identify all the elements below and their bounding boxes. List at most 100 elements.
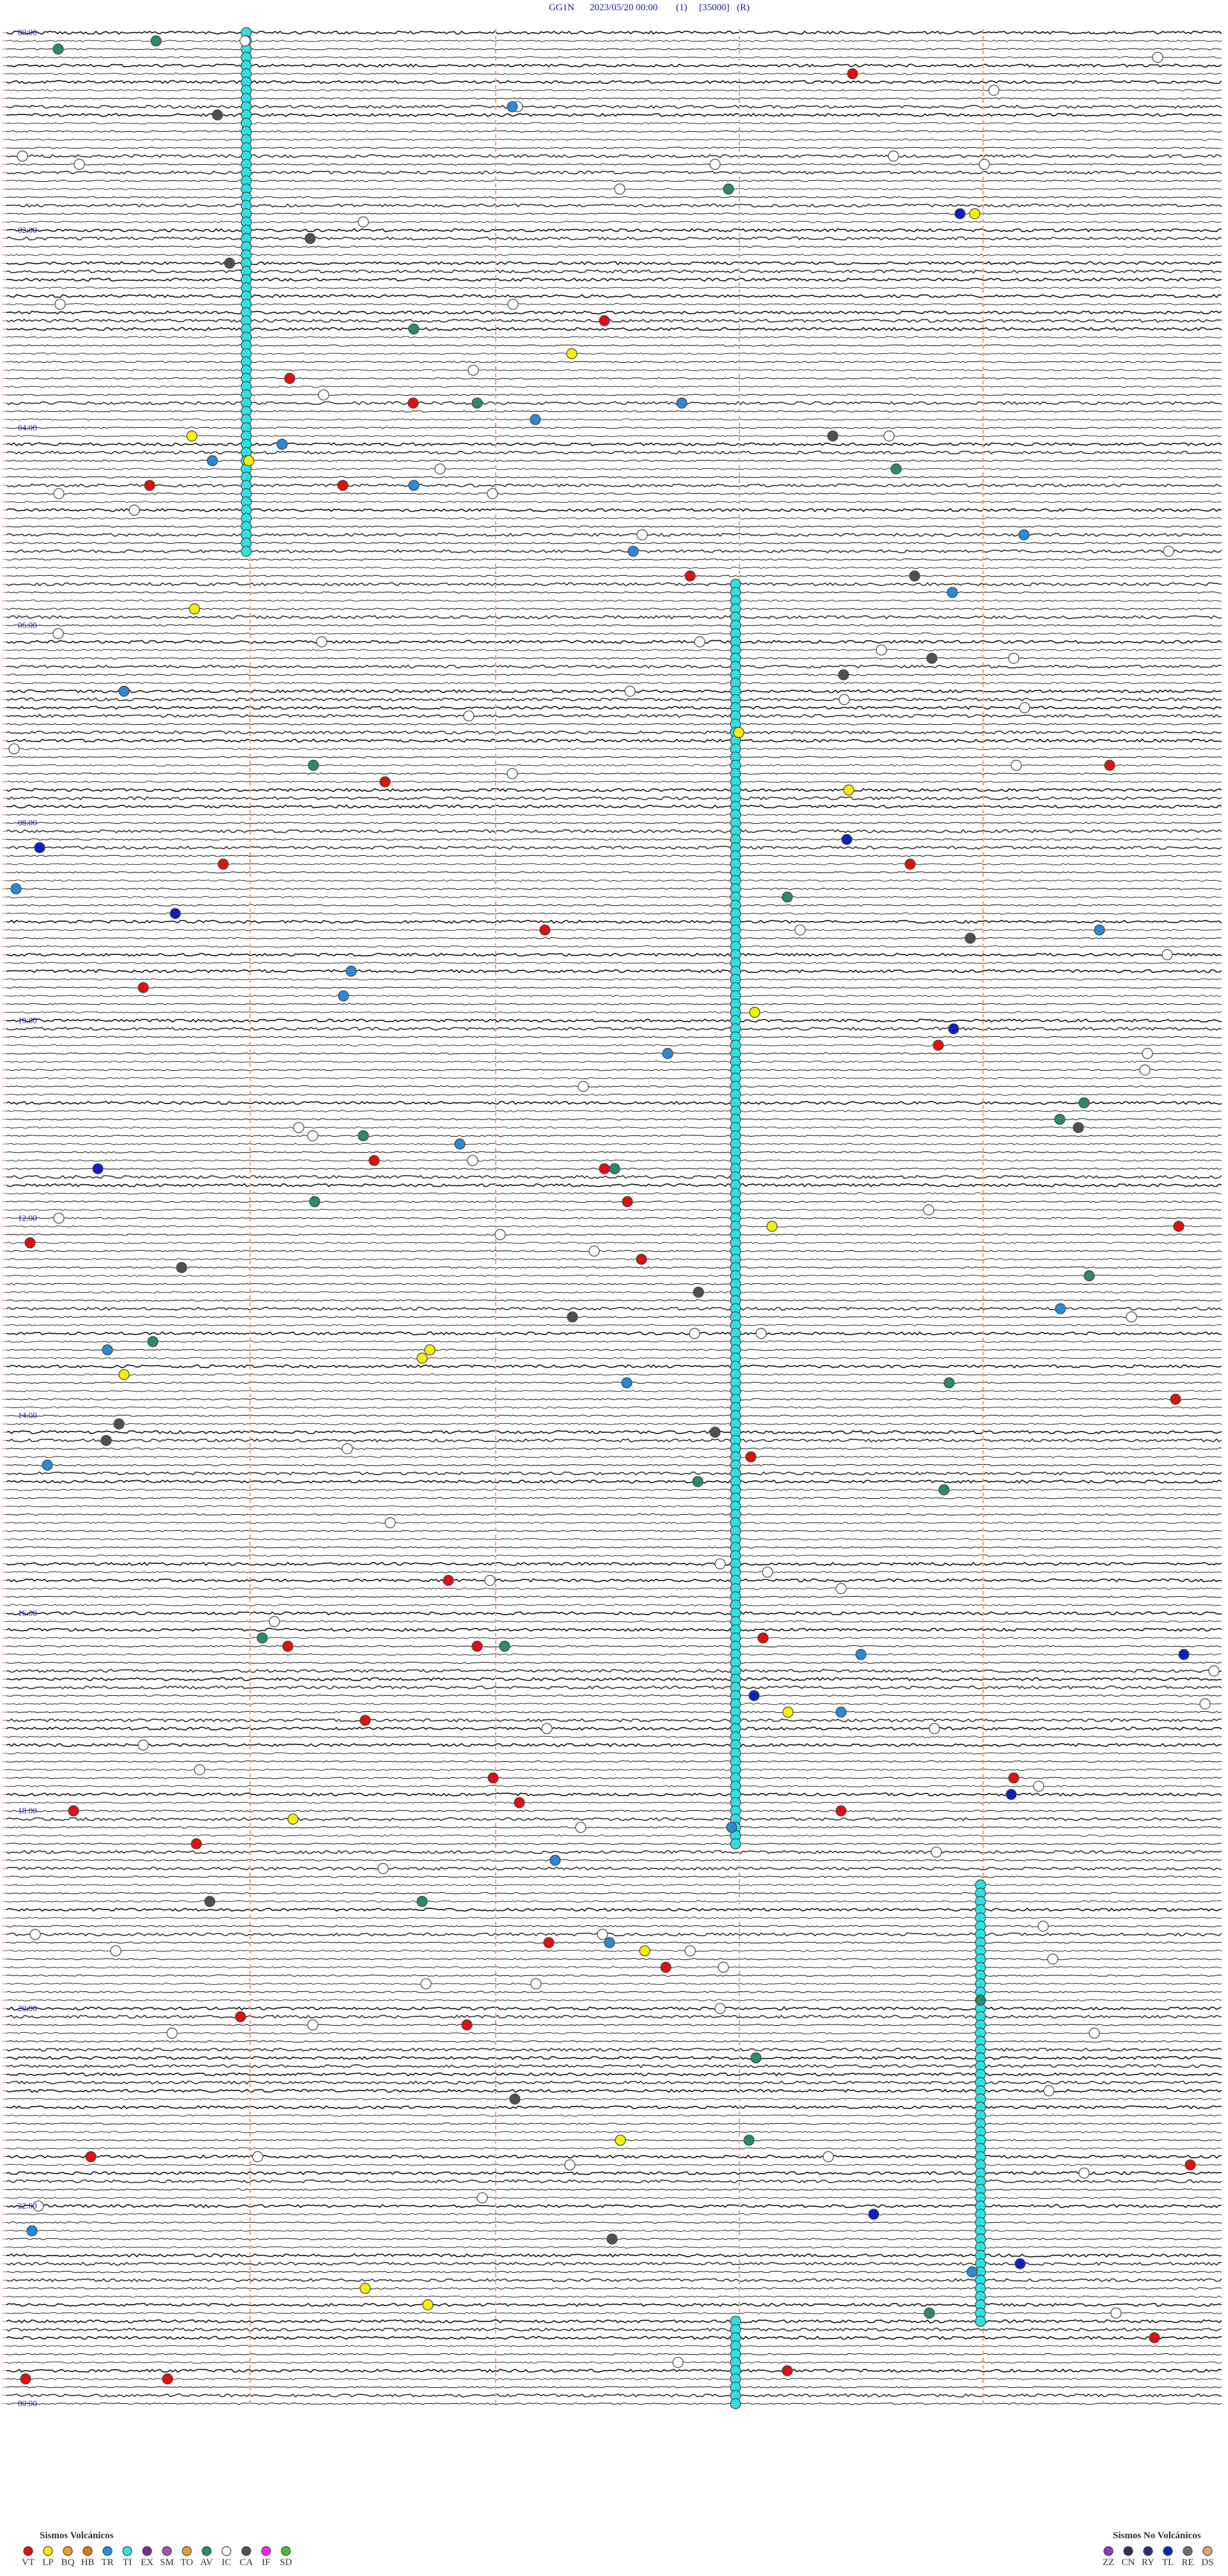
event-marker: [118, 685, 130, 697]
legend-swatch: [1163, 2546, 1173, 2556]
legend-code: TO: [180, 2557, 193, 2568]
trace: [6, 2368, 1222, 2373]
trace: [6, 1011, 1222, 1014]
legend-code: RY: [1142, 2557, 1154, 2568]
event-marker: [575, 1822, 586, 1833]
event-marker: [766, 1221, 778, 1232]
trace: [6, 1389, 1222, 1393]
event-marker: [100, 1435, 112, 1446]
trace: [6, 1742, 1222, 1748]
event-marker: [1185, 2159, 1196, 2170]
event-marker: [443, 1575, 454, 1586]
hour-label: 02:00: [18, 225, 37, 235]
event-marker: [416, 1895, 428, 1908]
trace: [6, 1324, 1222, 1327]
event-marker: [309, 1196, 320, 1208]
trace: [6, 1489, 1222, 1491]
trace: [6, 1627, 1222, 1632]
trace: [6, 845, 1222, 850]
trace: [6, 2287, 1222, 2290]
event-marker: [1152, 51, 1163, 63]
trace: [6, 130, 1222, 133]
trace: [6, 1174, 1222, 1180]
trace: [6, 591, 1222, 594]
event-marker: [749, 1006, 760, 1018]
trace: [6, 261, 1222, 265]
legend-code: BQ: [61, 2557, 75, 2568]
trace: [6, 919, 1222, 924]
legend-title: Sismos Volcánicos: [40, 2531, 114, 2541]
trace: [6, 1620, 1222, 1623]
event-marker: [549, 1854, 561, 1866]
event-marker: [1089, 2027, 1100, 2039]
event-marker: [422, 2299, 434, 2311]
trace: [6, 2246, 1222, 2248]
trace: [6, 2270, 1222, 2273]
event-marker: [102, 1344, 113, 1355]
trace: [6, 400, 1222, 406]
event-marker: [424, 1344, 436, 1355]
trace: [6, 1653, 1222, 1656]
trace: [6, 1735, 1222, 1738]
legend-swatch: [201, 2546, 212, 2556]
hour-label: 00:00: [18, 2399, 37, 2408]
event-marker: [588, 1245, 600, 1257]
legend-code: IC: [222, 2557, 232, 2568]
event-marker: [454, 1138, 466, 1150]
trace: [6, 1471, 1222, 1476]
event-marker: [730, 1838, 741, 1849]
event-marker: [282, 1640, 294, 1652]
event-marker: [564, 2159, 576, 2170]
event-marker: [1149, 2332, 1160, 2344]
event-marker: [621, 1377, 633, 1389]
trace: [6, 2402, 1222, 2405]
trace: [6, 995, 1222, 997]
event-marker: [1083, 1270, 1095, 1282]
trace: [6, 2064, 1222, 2069]
event-marker: [924, 2307, 935, 2319]
trace: [6, 1776, 1222, 1780]
event-marker: [52, 628, 64, 640]
legend-swatch: [23, 2546, 33, 2556]
event-marker: [599, 315, 610, 326]
trace: [6, 2229, 1222, 2232]
legend-code: LP: [42, 2557, 54, 2568]
trace: [6, 764, 1222, 767]
event-marker: [29, 1929, 41, 1940]
event-marker: [694, 636, 705, 648]
trace: [6, 269, 1222, 274]
event-marker: [129, 504, 140, 516]
legend-swatch: [162, 2546, 172, 2556]
trace: [6, 632, 1222, 635]
event-marker: [26, 2225, 38, 2236]
trace: [6, 2361, 1222, 2364]
event-marker: [684, 1945, 696, 1957]
legend-code: TL: [1162, 2557, 1174, 2568]
trace: [6, 649, 1222, 651]
trace: [6, 236, 1222, 241]
legend-swatch: [281, 2546, 291, 2556]
trace: [6, 1785, 1222, 1788]
trace: [6, 418, 1222, 421]
trace: [6, 1480, 1222, 1484]
trace: [6, 986, 1222, 989]
event-marker: [929, 1723, 940, 1734]
event-marker: [1094, 924, 1105, 936]
legend-code: AV: [200, 2557, 213, 2568]
trace: [6, 2047, 1222, 2052]
trace: [6, 2138, 1222, 2142]
trace: [6, 2302, 1222, 2307]
event-marker: [597, 1929, 608, 1940]
trace: [6, 1842, 1222, 1845]
event-marker: [1033, 1780, 1044, 1792]
trace: [6, 187, 1222, 191]
trace: [6, 549, 1222, 554]
event-marker: [636, 529, 648, 541]
event-marker: [147, 1336, 159, 1347]
event-marker: [53, 488, 65, 500]
trace: [6, 79, 1222, 84]
trace: [6, 1876, 1222, 1878]
event-marker: [461, 2019, 473, 2031]
event-marker: [359, 2282, 371, 2294]
